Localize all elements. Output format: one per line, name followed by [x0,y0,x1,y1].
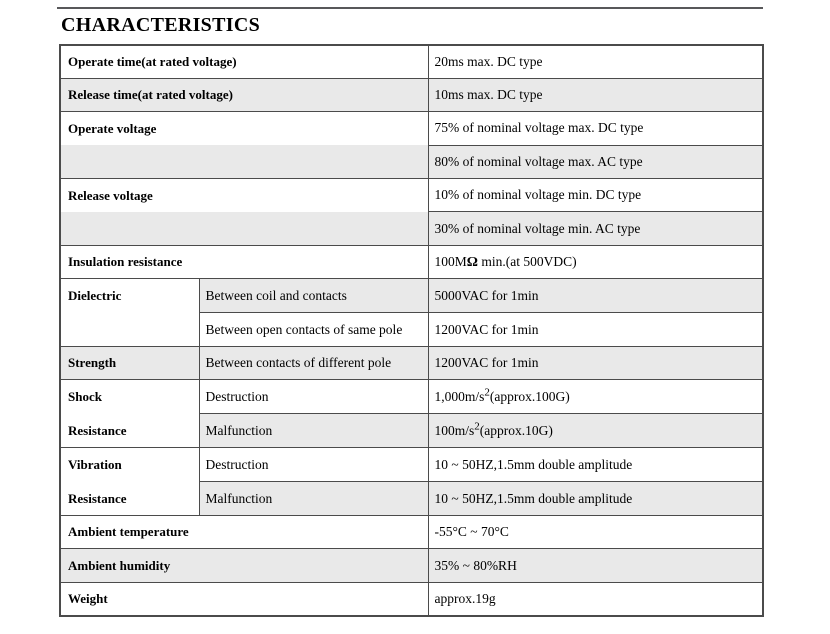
row-value: 100m/s2(approx.10G) [427,413,764,449]
value-text: min.(at 500VDC) [478,253,577,269]
table-row: Ambient temperature -55°C ~ 70°C [59,514,764,550]
row-sub-label: Between contacts of different pole [198,346,429,381]
table-row: Between open contacts of same pole 1200V… [60,312,764,348]
row-value: 80% of nominal voltage max. AC type [427,144,764,180]
row-value: 75% of nominal voltage max. DC type [427,111,764,146]
row-label: Insulation resistance [59,244,429,280]
row-value: 1200VAC for 1min [427,346,764,381]
row-label-merged: Shock Resistance [59,379,200,449]
row-label: Resistance [68,490,127,506]
row-label: Strength [59,346,200,381]
row-sub-label: Destruction [198,379,429,415]
table-row: Release time(at rated voltage) 10ms max.… [59,77,764,113]
row-value: 10 ~ 50HZ,1.5mm double amplitude [427,447,764,483]
row-sub-label: Malfunction [198,413,429,449]
table-row: Insulation resistance 100MΩ min.(at 500V… [59,244,764,280]
row-label-merged: Vibration Resistance [59,447,200,516]
row-sub-label: Destruction [198,447,429,483]
table-row: Ambient humidity 35% ~ 80%RH [59,548,764,583]
row-value: 5000VAC for 1min [427,278,764,314]
table-row: Weight approx.19g [59,581,764,617]
value-text: 100M [434,253,467,269]
section-title: CHARACTERISTICS [61,14,260,36]
row-sub-label: Between open contacts of same pole [198,312,429,348]
row-label: Operate time(at rated voltage) [59,44,429,79]
row-label-merged: Dielectric [59,278,200,348]
table-row: Vibration Resistance Destruction 10 ~ 50… [59,447,764,516]
superscript: 2 [484,386,490,399]
row-label: Release voltage [59,178,429,212]
value-text: 100m/s [434,422,475,438]
table-row: Dielectric Between coil and contacts 500… [59,278,764,348]
row-label: Resistance [68,422,127,438]
table-row: Malfunction 100m/s2(approx.10G) [60,413,764,449]
row-label: Dielectric [68,288,122,304]
table-row: Shock Resistance Destruction 1,000m/s2(a… [59,379,764,449]
row-value: 35% ~ 80%RH [427,548,764,583]
table-row: Operate time(at rated voltage) 20ms max.… [59,44,764,79]
row-label-empty [59,145,429,180]
value-text: 1,000m/s [434,388,485,404]
row-label: Vibration [68,457,122,473]
row-label: Operate voltage [59,111,429,146]
row-value: -55°C ~ 70°C [427,514,764,550]
row-value: 30% of nominal voltage min. AC type [427,211,764,246]
top-rule-divider [57,7,763,9]
row-label: Ambient temperature [59,514,429,550]
value-text: (approx.10G) [479,422,553,438]
row-value: 20ms max. DC type [427,44,764,79]
row-value: 1,000m/s2(approx.100G) [427,379,764,415]
row-label: Shock [68,389,102,405]
row-value: 100MΩ min.(at 500VDC) [427,244,764,280]
row-label: Ambient humidity [59,548,429,583]
row-label-empty [61,313,198,346]
omega-symbol: Ω [466,254,478,270]
table-row: 80% of nominal voltage max. AC type [59,144,764,180]
row-value: approx.19g [427,581,764,617]
table-row: Release voltage 10% of nominal voltage m… [59,178,764,213]
row-value: 10% of nominal voltage min. DC type [427,178,764,213]
characteristics-table: Operate time(at rated voltage) 20ms max.… [59,44,765,617]
table-row: 30% of nominal voltage min. AC type [59,211,764,246]
row-sub-label: Between coil and contacts [198,278,429,314]
value-text: (approx.100G) [489,388,570,404]
row-sub-label: Malfunction [198,481,429,516]
row-label-empty [59,211,429,246]
row-value: 10ms max. DC type [427,77,764,113]
row-value: 10 ~ 50HZ,1.5mm double amplitude [427,481,764,516]
table-row: Operate voltage 75% of nominal voltage m… [59,111,764,146]
row-value: 1200VAC for 1min [427,312,764,348]
row-label: Weight [59,581,429,617]
table-row: Malfunction 10 ~ 50HZ,1.5mm double ampli… [60,481,764,516]
row-label: Release time(at rated voltage) [59,77,429,113]
table-row: Strength Between contacts of different p… [59,346,764,381]
superscript: 2 [474,420,480,433]
